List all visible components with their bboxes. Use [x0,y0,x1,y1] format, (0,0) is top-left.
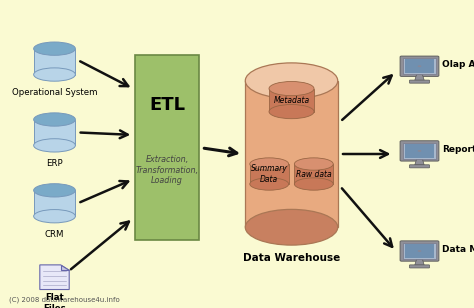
FancyBboxPatch shape [405,144,434,158]
Ellipse shape [418,150,421,152]
Polygon shape [40,265,69,290]
Ellipse shape [34,42,75,55]
FancyBboxPatch shape [135,55,199,240]
Text: Summary
Data: Summary Data [251,164,288,184]
Ellipse shape [34,184,75,197]
FancyBboxPatch shape [410,265,429,268]
FancyBboxPatch shape [400,141,439,161]
FancyBboxPatch shape [410,165,429,168]
FancyBboxPatch shape [403,58,436,74]
Text: CRM: CRM [45,230,64,239]
Ellipse shape [34,113,75,126]
Polygon shape [61,265,69,270]
Text: Reporting: Reporting [442,144,474,154]
FancyBboxPatch shape [246,81,337,227]
Text: Operational System: Operational System [12,88,97,97]
FancyBboxPatch shape [403,243,436,259]
Ellipse shape [269,104,314,119]
Text: Raw data: Raw data [296,169,332,179]
Ellipse shape [294,158,333,170]
FancyBboxPatch shape [34,190,75,216]
Polygon shape [415,159,424,165]
Text: Data Mining: Data Mining [442,245,474,254]
FancyBboxPatch shape [405,244,434,258]
Text: Data Warehouse: Data Warehouse [243,253,340,263]
Polygon shape [415,259,424,265]
Text: ERP: ERP [46,159,63,168]
Text: Extraction,
Transformation,
Loading: Extraction, Transformation, Loading [136,155,199,185]
FancyBboxPatch shape [410,80,429,83]
Ellipse shape [34,139,75,152]
Text: ETL: ETL [149,96,185,114]
Ellipse shape [269,82,314,96]
Ellipse shape [245,209,337,245]
Text: Flat
Files: Flat Files [43,293,66,308]
Text: (C) 2008 datawarehouse4u.info: (C) 2008 datawarehouse4u.info [9,297,120,303]
Ellipse shape [294,178,333,190]
FancyBboxPatch shape [34,120,75,145]
Ellipse shape [250,158,289,170]
Ellipse shape [418,65,421,67]
Polygon shape [415,74,424,80]
FancyBboxPatch shape [400,56,439,76]
FancyBboxPatch shape [405,59,434,73]
Ellipse shape [250,178,289,190]
FancyBboxPatch shape [400,241,439,261]
Ellipse shape [34,68,75,81]
Ellipse shape [418,250,421,252]
Ellipse shape [34,209,75,223]
FancyBboxPatch shape [403,143,436,159]
FancyBboxPatch shape [269,89,314,111]
Text: Olap Analysis: Olap Analysis [442,60,474,69]
FancyBboxPatch shape [294,164,333,184]
FancyBboxPatch shape [34,49,75,75]
Ellipse shape [245,63,337,99]
Text: Metadata: Metadata [273,95,310,105]
FancyBboxPatch shape [250,164,289,184]
